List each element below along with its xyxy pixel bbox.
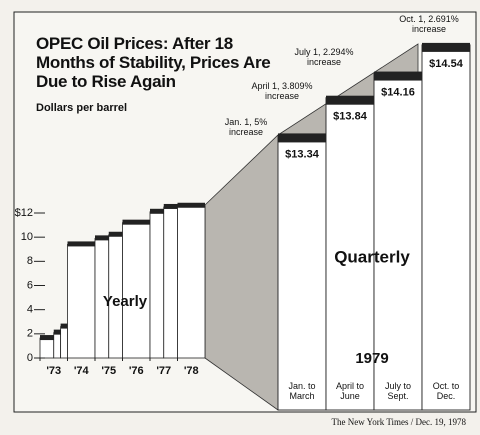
y-tick-label: 2	[27, 328, 33, 340]
step-cap	[67, 241, 95, 247]
step-column	[122, 222, 151, 359]
step-cap	[95, 235, 109, 241]
bar-cap	[326, 95, 374, 105]
x-tick-label: '77	[156, 365, 171, 377]
step-cap	[40, 335, 54, 341]
annotation: April 1, 3.809% increase	[251, 81, 313, 101]
step-column	[67, 244, 96, 359]
chart-title: OPEC Oil Prices: After 18 Months of Stab…	[36, 34, 271, 92]
value-label: $14.16	[381, 86, 415, 98]
annotation: July 1, 2.294% increase	[294, 47, 354, 67]
value-label: $13.34	[285, 148, 320, 160]
annotation: Jan. 1, 5% increase	[224, 117, 268, 137]
x-tick-label: '76	[129, 365, 144, 377]
step-column	[177, 205, 206, 359]
step-column	[39, 337, 55, 359]
year-label: 1979	[355, 350, 388, 367]
x-tick-label: '75	[101, 365, 116, 377]
y-tick-label: 6	[27, 279, 33, 291]
bar-cap	[278, 133, 326, 143]
category-label: Oct. to Dec.	[432, 381, 460, 401]
step-cap	[150, 208, 164, 214]
annotation: Oct. 1, 2.691% increase	[399, 14, 459, 34]
x-tick-label: '74	[74, 365, 90, 377]
bar-cap	[422, 42, 470, 52]
y-tick-label: 10	[21, 231, 33, 243]
panel-label: Yearly	[103, 293, 148, 310]
bar	[373, 73, 423, 411]
step-column	[149, 211, 165, 359]
y-tick-label: $12	[15, 207, 33, 219]
step-cap	[163, 203, 178, 209]
x-tick-label: '73	[46, 365, 61, 377]
y-tick-label: 0	[27, 352, 33, 364]
bar	[325, 97, 375, 411]
x-tick-label: '78	[184, 365, 199, 377]
step-cap	[122, 219, 150, 225]
step-cap	[177, 202, 205, 208]
panel-label: Quarterly	[334, 247, 410, 266]
step-column	[60, 326, 68, 359]
bar	[277, 134, 327, 411]
step-cap	[53, 329, 61, 335]
step-cap	[60, 323, 68, 329]
category-label: Jan. to March	[288, 381, 316, 401]
value-label: $13.84	[333, 111, 368, 123]
source: The New York Times / Dec. 19, 1978	[331, 417, 466, 427]
step-column	[53, 332, 62, 359]
category-label: July to Sept.	[384, 381, 411, 401]
bar-cap	[374, 71, 422, 81]
category-label: April to June	[335, 381, 364, 401]
y-tick-label: 8	[27, 255, 33, 267]
step-column	[163, 206, 178, 359]
bar	[421, 44, 471, 411]
subtitle: Dollars per barrel	[36, 102, 128, 114]
step-cap	[108, 231, 123, 237]
y-tick-label: 4	[27, 304, 33, 316]
value-label: $14.54	[429, 58, 464, 70]
